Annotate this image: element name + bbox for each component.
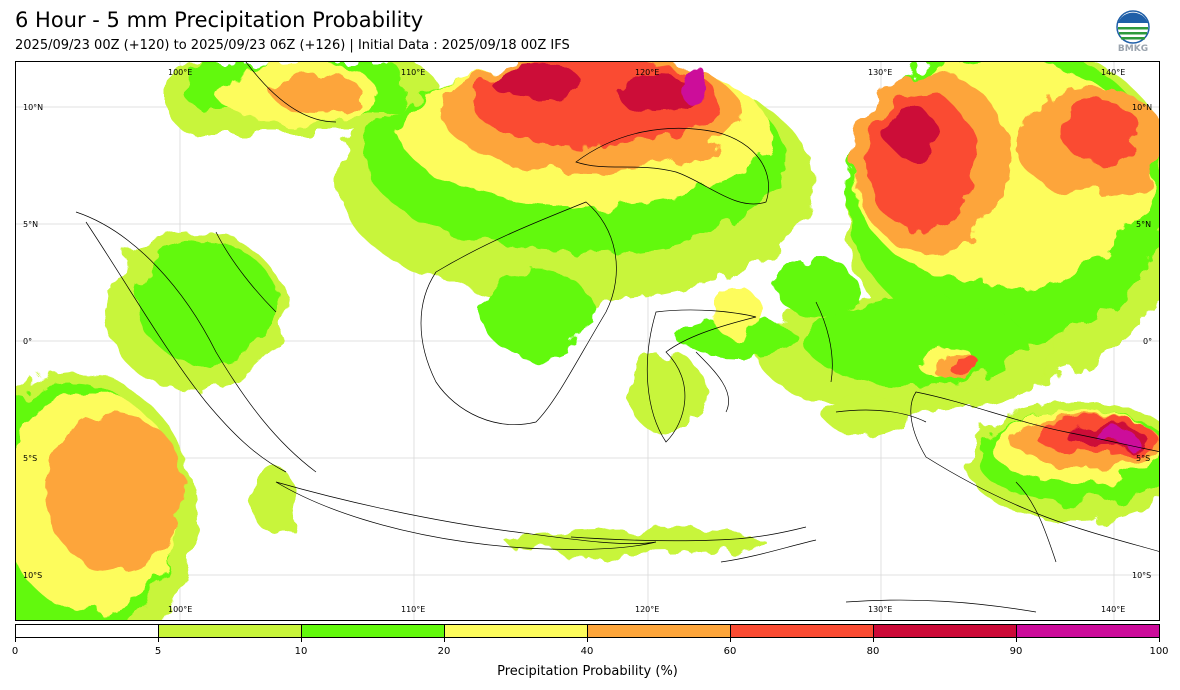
colorbar-tick-label: 10 bbox=[294, 646, 308, 657]
colorbar-tick bbox=[873, 638, 874, 642]
lon-label-top-110: 110°E bbox=[401, 68, 426, 77]
lat-label-right-0: 0° bbox=[1143, 337, 1153, 346]
lat-label-left-5n: 5°N bbox=[23, 220, 39, 229]
colorbar-segment bbox=[16, 625, 158, 637]
lat-label-right-10s: 10°S bbox=[1132, 571, 1152, 580]
lat-label-left-5s: 5°S bbox=[23, 454, 38, 463]
lon-label-top-120: 120°E bbox=[635, 68, 660, 77]
colorbar-tick bbox=[587, 638, 588, 642]
lon-label-bottom-140: 140°E bbox=[1101, 605, 1126, 614]
colorbar-tick-label: 60 bbox=[723, 646, 737, 657]
colorbar-segment bbox=[730, 625, 873, 637]
lat-label-left-10s: 10°S bbox=[23, 571, 43, 580]
lat-label-left-0: 0° bbox=[23, 337, 33, 346]
colorbar-segment bbox=[1016, 625, 1159, 637]
logo-text: BMKG bbox=[1117, 44, 1149, 54]
colorbar-title: Precipitation Probability (%) bbox=[497, 664, 678, 679]
colorbar-segment bbox=[301, 625, 444, 637]
map-panel: 100°E 110°E 120°E 130°E 140°E 100°E 110°… bbox=[15, 61, 1160, 621]
colorbar-segment bbox=[444, 625, 587, 637]
chart-title: 6 Hour - 5 mm Precipitation Probability bbox=[15, 8, 424, 32]
colorbar-tick bbox=[730, 638, 731, 642]
colorbar-segment bbox=[873, 625, 1016, 637]
colorbar-tick-label: 20 bbox=[437, 646, 451, 657]
bmkg-logo-icon bbox=[1112, 10, 1154, 56]
lon-label-bottom-120: 120°E bbox=[635, 605, 660, 614]
chart-subtitle: 2025/09/23 00Z (+120) to 2025/09/23 06Z … bbox=[15, 38, 570, 53]
lat-label-right-5n: 5°N bbox=[1136, 220, 1152, 229]
probability-fields bbox=[16, 62, 1159, 620]
coastlines bbox=[75, 62, 1159, 613]
lon-label-bottom-130: 130°E bbox=[868, 605, 893, 614]
colorbar-tick-label: 100 bbox=[1149, 646, 1169, 657]
colorbar-segment bbox=[158, 625, 301, 637]
colorbar-tick-label: 80 bbox=[866, 646, 880, 657]
lat-label-right-5s: 5°S bbox=[1136, 454, 1151, 463]
colorbar-tick bbox=[15, 638, 16, 642]
colorbar-tick-label: 5 bbox=[154, 646, 162, 657]
lon-label-bottom-100: 100°E bbox=[168, 605, 193, 614]
lon-label-top-140: 140°E bbox=[1101, 68, 1126, 77]
lon-label-top-130: 130°E bbox=[868, 68, 893, 77]
lat-label-left-10n: 10°N bbox=[23, 103, 44, 112]
colorbar-tick bbox=[1159, 638, 1160, 642]
colorbar-tick bbox=[444, 638, 445, 642]
colorbar-tick-label: 40 bbox=[580, 646, 594, 657]
colorbar-tick bbox=[1016, 638, 1017, 642]
lon-label-bottom-110: 110°E bbox=[401, 605, 426, 614]
colorbar bbox=[15, 624, 1160, 638]
colorbar-tick bbox=[301, 638, 302, 642]
lat-label-right-10n: 10°N bbox=[1132, 103, 1153, 112]
colorbar-segment bbox=[587, 625, 730, 637]
colorbar-tick bbox=[158, 638, 159, 642]
precip-map bbox=[16, 62, 1159, 620]
colorbar-tick-label: 0 bbox=[11, 646, 19, 657]
colorbar-tick-label: 90 bbox=[1009, 646, 1023, 657]
lon-label-top-100: 100°E bbox=[168, 68, 193, 77]
